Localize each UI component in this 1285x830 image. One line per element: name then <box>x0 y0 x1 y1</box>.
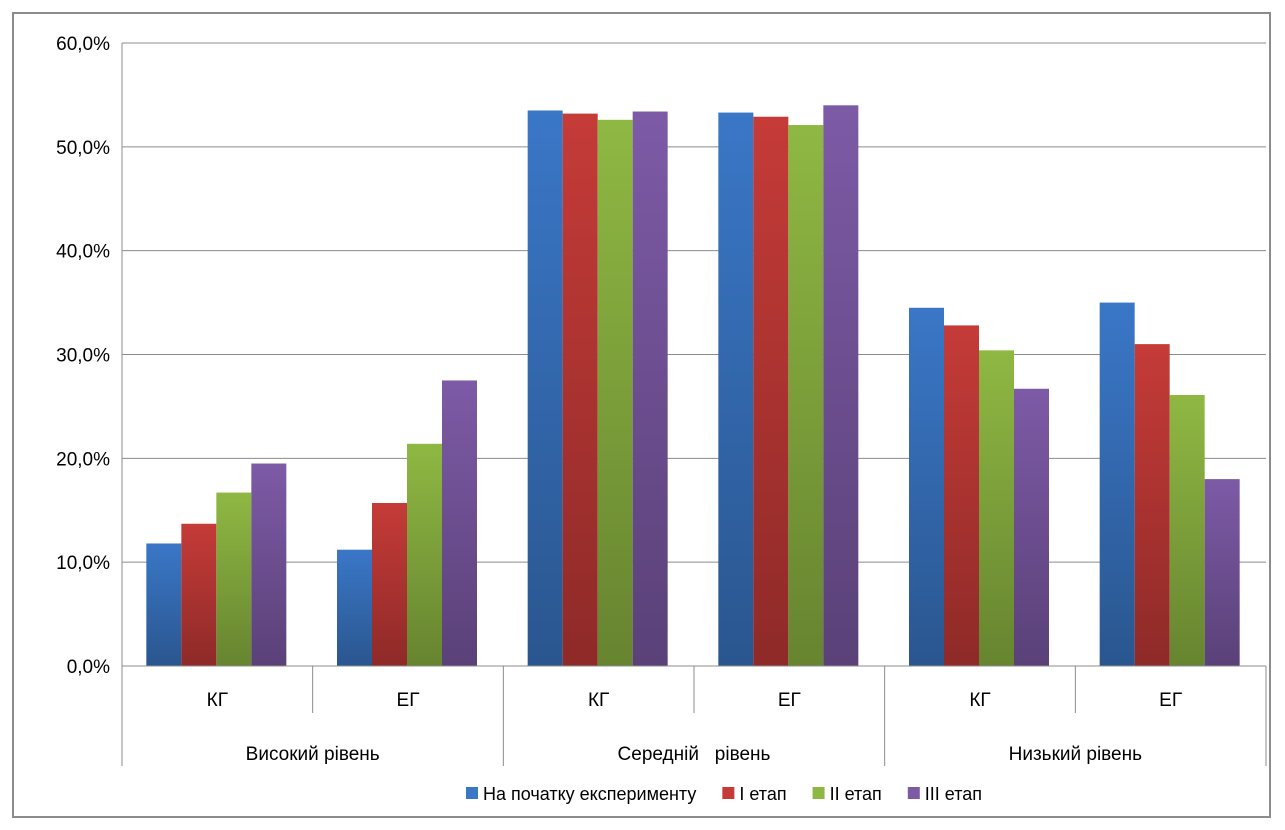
bar <box>788 125 824 667</box>
legend-label: І етап <box>739 784 786 804</box>
bar <box>1134 344 1170 666</box>
bar <box>944 325 979 666</box>
legend-label: ІІ етап <box>830 784 882 804</box>
bar <box>718 112 754 666</box>
legend-item: І етап <box>722 784 787 804</box>
gridlines <box>122 42 1266 563</box>
bar <box>823 105 859 667</box>
x-category-label: ЕГ <box>1159 690 1182 711</box>
bar <box>562 113 598 666</box>
legend-swatch <box>907 787 920 799</box>
bar <box>979 350 1014 666</box>
legend-item: ІІ етап <box>812 784 882 804</box>
legend: На початку експерименту І етап ІІ етап ІІІ … <box>465 784 982 804</box>
bar <box>216 492 252 666</box>
x-category-label: КГ <box>207 690 228 711</box>
y-tick-label: 10,0% <box>56 553 110 574</box>
y-tick-label: 40,0% <box>56 242 110 263</box>
y-tick-label: 30,0% <box>56 346 110 367</box>
y-tick-label: 60,0% <box>56 34 110 55</box>
bar <box>337 549 372 666</box>
x-group-label: Високий рівень <box>246 744 380 765</box>
bar <box>251 463 287 666</box>
bar <box>372 502 407 666</box>
bar <box>146 543 182 666</box>
bar <box>407 443 442 666</box>
bar <box>527 110 563 666</box>
bars <box>146 105 1240 667</box>
bar-chart: 0,0%10,0%20,0%30,0%40,0%50,0%60,0% КГ ЕГ К… <box>56 34 1267 804</box>
chart-frame: 0,0% 10,0% 20,0% 30,0% 40,0% 50,0% 60,0% КГ ЕГ К… <box>12 12 1271 818</box>
x-axis-category-labels: КГ ЕГ КГ ЕГ КГ ЕГ <box>207 690 1182 711</box>
bar <box>1169 394 1205 666</box>
legend-swatch <box>465 787 478 799</box>
bar <box>597 119 633 666</box>
bar <box>1014 388 1049 666</box>
bar <box>632 111 668 666</box>
legend-swatch <box>722 787 735 799</box>
x-category-label: ЕГ <box>397 690 420 711</box>
x-group-label: Низький рівень <box>1009 744 1142 765</box>
bar <box>1099 302 1135 666</box>
legend-label: На початку експерименту <box>483 784 696 804</box>
x-group-label: Середній рівень <box>618 744 771 765</box>
x-category-label: КГ <box>969 690 990 711</box>
x-category-label: ЕГ <box>778 690 801 711</box>
bar <box>1204 479 1240 666</box>
legend-item: ІІІ етап <box>907 784 982 804</box>
bar <box>753 116 789 666</box>
axes <box>121 43 1267 766</box>
y-axis-tick-labels: 0,0% 10,0% 20,0% 30,0% 40,0% 50,0% 60,0% <box>56 34 110 678</box>
y-tick-label: 0,0% <box>67 657 110 678</box>
bar <box>909 307 944 666</box>
y-tick-label: 50,0% <box>56 138 110 159</box>
x-category-label: КГ <box>588 690 609 711</box>
legend-swatch <box>812 787 825 799</box>
bar <box>442 380 477 666</box>
bar <box>181 523 217 666</box>
x-axis-group-labels: Високий рівень Середній рівень Низький рів… <box>246 744 1142 765</box>
y-tick-label: 20,0% <box>56 449 110 470</box>
legend-item: На початку експерименту <box>465 784 696 804</box>
legend-label: ІІІ етап <box>925 784 982 804</box>
